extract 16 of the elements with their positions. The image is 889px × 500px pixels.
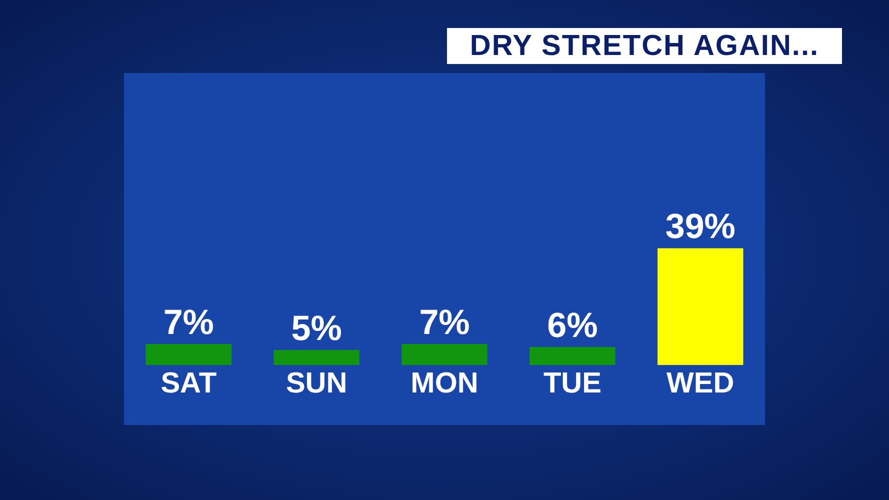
data-label: 5% [291,309,342,348]
bar [658,248,744,365]
x-tick-label: SUN [286,368,348,400]
data-label: 7% [163,303,214,342]
chart-title: DRY STRETCH AGAIN... [470,30,820,62]
data-label: 39% [665,207,736,246]
bar [402,344,488,365]
bar [146,344,232,365]
x-tick-label: WED [666,368,734,400]
data-label: 7% [419,303,470,342]
bar [530,347,616,365]
x-tick-label: SAT [160,368,217,400]
x-tick-label: MON [410,368,478,400]
data-label: 6% [547,306,598,346]
x-tick-label: TUE [543,368,602,400]
bar [274,350,360,365]
